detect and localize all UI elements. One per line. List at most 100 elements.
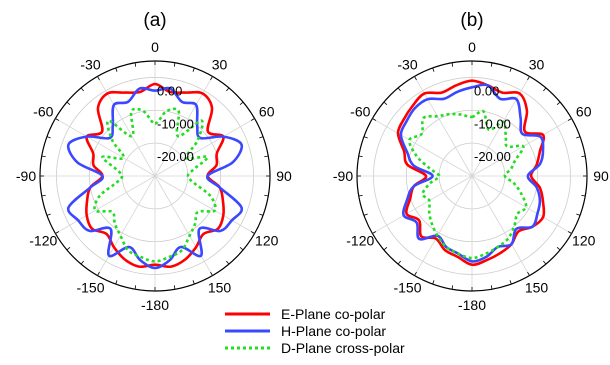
ring-label: -10.00 [157,116,194,131]
tick-mark [397,260,401,265]
tick-mark [527,76,530,81]
tick-mark [46,136,51,139]
series-line-e-plane-co-polar [396,79,546,267]
tick-mark [576,213,581,216]
tick-mark [41,194,46,197]
tick-mark [451,62,454,67]
ring-label: -20.00 [157,149,194,164]
tick-mark [226,260,230,265]
angle-label: -90 [16,168,36,184]
tick-mark [527,271,530,276]
tick-mark [173,62,176,67]
tick-mark [543,260,547,265]
tick-mark [556,101,561,105]
polar-chart-b: (b) 0 30 60 90 120 150 -180 -150 -120 -90 -60 -30 0.0… [333,10,609,313]
grid-spoke [471,118,572,177]
tick-mark [414,271,417,276]
panel-label: (a) [143,10,166,31]
angle-label: 60 [259,104,275,120]
angle-label: -150 [393,280,421,296]
tick-mark [55,118,60,121]
angle-label: -180 [141,297,169,313]
grid-spoke [154,175,255,234]
tick-mark [451,285,454,290]
tick-mark [210,271,213,276]
tick-mark [372,231,377,234]
tick-mark [264,194,269,197]
angle-label: 60 [576,104,592,120]
tick-mark [97,271,100,276]
tick-mark [46,213,51,216]
tick-mark [567,118,572,121]
tick-mark [173,285,176,290]
tick-mark [210,76,213,81]
panel-label: (b) [460,10,483,31]
tick-mark [97,76,100,81]
grid-spoke [471,175,572,234]
tick-mark [41,155,46,158]
tick-mark [358,194,363,197]
ring-label: 0.00 [157,83,182,98]
grid-spoke [154,175,213,276]
tick-mark [397,87,401,92]
tick-mark [115,67,118,72]
tick-mark [432,280,435,285]
angle-label: -120 [29,233,57,249]
tick-mark [55,231,60,234]
grid-spoke [372,175,473,234]
angle-label: 120 [572,233,596,249]
polar-chart-a: (a) 0 30 60 90 120 150 -180 -150 -120 -90 -60 -30 0.0… [16,10,292,313]
tick-mark [239,101,244,105]
legend-label: E-Plane co-polar [281,306,386,322]
angle-label: 150 [525,280,549,296]
tick-mark [543,87,547,92]
series-line-d-plane-cross-polar [93,107,217,263]
tick-mark [192,67,195,72]
tick-mark [556,247,561,251]
angle-label: -180 [458,297,486,313]
tick-mark [239,247,244,251]
legend-label: H-Plane co-polar [281,323,386,339]
tick-mark [259,136,264,139]
angle-label: -30 [397,56,417,72]
legend-label: D-Plane cross-polar [281,340,405,356]
angle-label: -150 [76,280,104,296]
tick-mark [363,136,368,139]
tick-mark [80,87,84,92]
tick-mark [581,155,586,158]
tick-mark [567,231,572,234]
angle-label: 90 [593,168,609,184]
tick-mark [80,260,84,265]
series-line-h-plane-co-polar [66,86,244,270]
grid-spoke [372,118,473,177]
tick-mark [509,280,512,285]
ring-label: -20.00 [474,149,511,164]
grid-spoke [55,175,156,234]
tick-mark [264,155,269,158]
tick-mark [581,194,586,197]
angle-label: -90 [333,168,353,184]
tick-mark [192,280,195,285]
tick-mark [115,280,118,285]
ring-label: 0.00 [474,83,499,98]
tick-mark [372,118,377,121]
series-line-d-plane-cross-polar [408,109,528,260]
tick-mark [432,67,435,72]
tick-mark [576,136,581,139]
angle-label: 0 [468,39,476,55]
tick-mark [509,67,512,72]
grid-spoke [471,175,530,276]
angle-label: 30 [529,56,545,72]
tick-mark [259,213,264,216]
tick-mark [358,155,363,158]
tick-mark [134,62,137,67]
angle-label: 90 [276,168,292,184]
tick-mark [134,285,137,290]
tick-mark [490,285,493,290]
angle-label: 0 [151,39,159,55]
tick-mark [250,118,255,121]
grid-spoke [414,175,473,276]
